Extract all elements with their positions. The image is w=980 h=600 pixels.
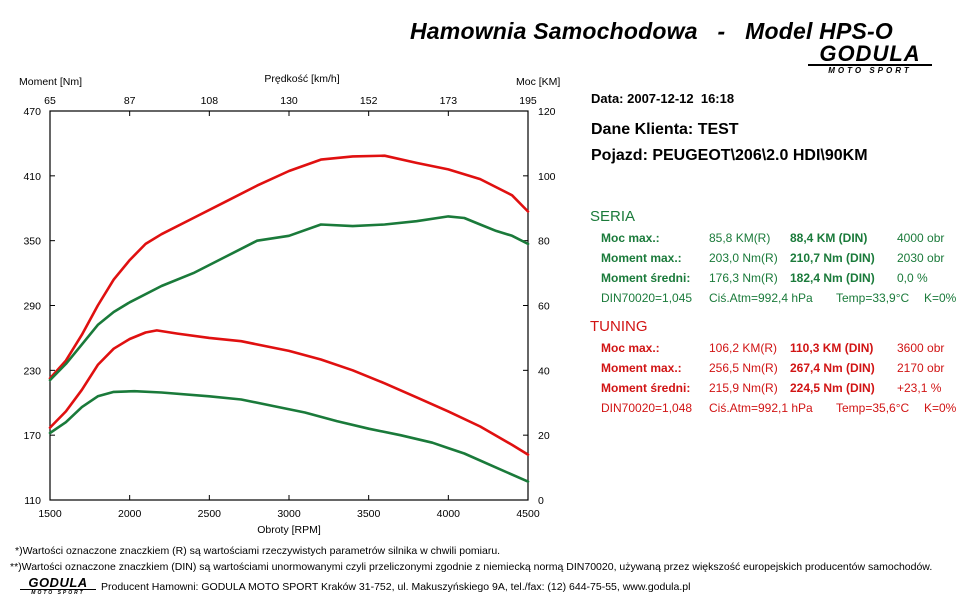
seria-k-factor: K=0% xyxy=(924,291,957,305)
logo-subtext: MOTO SPORT xyxy=(808,64,932,76)
torque-line-seria xyxy=(48,389,530,483)
right-tick-label: 100 xyxy=(538,171,556,183)
power-line-tuning xyxy=(48,154,530,380)
x-axis-label: Obroty [RPM] xyxy=(257,524,321,536)
client-name: Dane Klienta: TEST xyxy=(591,121,739,138)
tuning-row-din: 267,4 Nm (DIN) xyxy=(790,361,875,375)
seria-temperature: Temp=33,9°C xyxy=(836,291,910,305)
tuning-row-label: Moment średni: xyxy=(601,381,691,395)
tuning-din-factor: DIN70020=1,048 xyxy=(601,401,693,415)
seria-row-r: 203,0 Nm(R) xyxy=(709,251,778,265)
tuning-row-label: Moment max.: xyxy=(601,361,682,375)
top-tick-label: 195 xyxy=(519,95,537,107)
measurement-date: Data: 2007-12-12 16:18 xyxy=(591,91,735,106)
logo-word: GODULA xyxy=(28,575,88,590)
tuning-row-extra: 3600 obr xyxy=(897,341,945,355)
torque-line-tuning xyxy=(48,329,530,456)
right-tick-label: 0 xyxy=(538,495,544,507)
left-tick-label: 350 xyxy=(23,236,41,248)
tuning-row-din: 224,5 Nm (DIN) xyxy=(790,381,875,395)
tuning-row-extra: 2170 obr xyxy=(897,361,945,375)
footnote-din: **)Wartości oznaczone znaczkiem (DIN) są… xyxy=(10,561,933,573)
seria-row-din: 210,7 Nm (DIN) xyxy=(790,251,875,265)
vehicle-name: Pojazd: PEUGEOT\206\2.0 HDI\90KM xyxy=(591,147,868,164)
seria-row-din: 182,4 Nm (DIN) xyxy=(790,271,875,285)
seria-row-r: 85,8 KM(R) xyxy=(709,231,771,245)
seria-row-r: 176,3 Nm(R) xyxy=(709,271,778,285)
right-tick-label: 80 xyxy=(538,236,550,248)
seria-row-extra: 0,0 % xyxy=(897,271,928,285)
tuning-title: TUNING xyxy=(590,318,648,335)
right-tick-label: 120 xyxy=(538,106,556,118)
seria-row-extra: 2030 obr xyxy=(897,251,945,265)
tuning-row-r: 256,5 Nm(R) xyxy=(709,361,778,375)
seria-row-label: Moment średni: xyxy=(601,271,691,285)
left-tick-label: 470 xyxy=(23,106,41,118)
x-tick-label: 4000 xyxy=(437,508,461,520)
top-tick-label: 108 xyxy=(201,95,219,107)
seria-row-label: Moc max.: xyxy=(601,231,660,245)
seria-pressure: Ciś.Atm=992,4 hPa xyxy=(709,291,813,305)
x-tick-label: 4500 xyxy=(516,508,540,520)
godula-logo: GODULA MOTO SPORT xyxy=(808,41,932,76)
godula-logo-small: GODULA MOTO SPORT xyxy=(20,575,96,596)
seria-row-extra: 4000 obr xyxy=(897,231,945,245)
seria-title: SERIA xyxy=(590,208,636,225)
page-title: Hamownia Samochodowa - Model HPS-O xyxy=(410,18,893,44)
left-tick-label: 170 xyxy=(23,430,41,442)
right-tick-label: 60 xyxy=(538,301,550,313)
left-tick-label: 290 xyxy=(23,301,41,313)
top-tick-label: 87 xyxy=(124,95,136,107)
x-tick-label: 2000 xyxy=(118,508,142,520)
x-tick-label: 3000 xyxy=(277,508,301,520)
logo-word: GODULA xyxy=(819,41,921,66)
left-tick-label: 110 xyxy=(24,495,41,507)
seria-row-din: 88,4 KM (DIN) xyxy=(790,231,868,245)
top-tick-label: 152 xyxy=(360,95,378,107)
tuning-row-r: 215,9 Nm(R) xyxy=(709,381,778,395)
power-line-seria xyxy=(48,215,530,382)
right-axis-label: Moc [KM] xyxy=(516,76,560,88)
logo-subtext: MOTO SPORT xyxy=(20,589,96,596)
footnote-r: *)Wartości oznaczone znaczkiem (R) są wa… xyxy=(15,545,501,557)
tuning-row-r: 106,2 KM(R) xyxy=(709,341,778,355)
tuning-row-label: Moc max.: xyxy=(601,341,660,355)
right-tick-label: 20 xyxy=(538,430,550,442)
top-axis-label: Prędkość [km/h] xyxy=(264,73,339,85)
x-tick-label: 3500 xyxy=(357,508,381,520)
left-axis-label: Moment [Nm] xyxy=(19,76,82,88)
left-tick-label: 410 xyxy=(23,171,41,183)
tuning-k-factor: K=0% xyxy=(924,401,957,415)
top-tick-label: 65 xyxy=(44,95,56,107)
tuning-row-din: 110,3 KM (DIN) xyxy=(790,341,874,355)
right-tick-label: 40 xyxy=(538,365,550,377)
plot-area xyxy=(49,110,529,501)
series-lines xyxy=(48,154,530,483)
tuning-row-extra: +23,1 % xyxy=(897,381,942,395)
producer-info: Producent Hamowni: GODULA MOTO SPORT Kra… xyxy=(101,581,691,593)
top-tick-label: 173 xyxy=(440,95,458,107)
seria-din-factor: DIN70020=1,045 xyxy=(601,291,693,305)
tuning-temperature: Temp=35,6°C xyxy=(836,401,910,415)
seria-row-label: Moment max.: xyxy=(601,251,682,265)
left-tick-label: 230 xyxy=(23,365,41,377)
x-tick-label: 2500 xyxy=(198,508,222,520)
x-tick-label: 1500 xyxy=(38,508,62,520)
top-tick-label: 130 xyxy=(280,95,298,107)
tuning-pressure: Ciś.Atm=992,1 hPa xyxy=(709,401,813,415)
